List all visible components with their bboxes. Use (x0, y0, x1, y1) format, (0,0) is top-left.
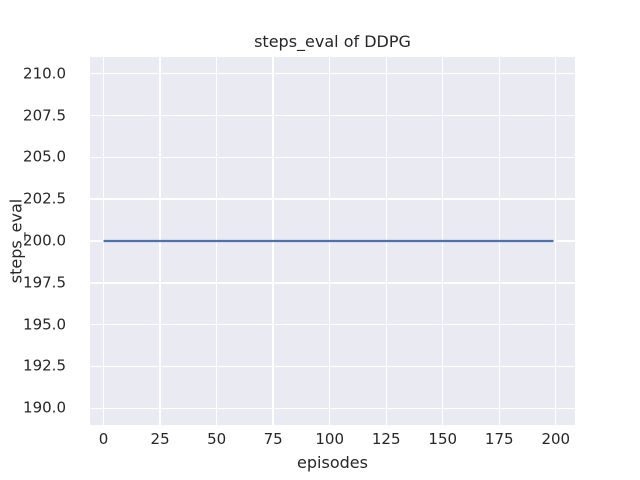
x-tick-label: 150 (428, 430, 458, 448)
x-tick-label: 75 (263, 430, 283, 448)
chart-title: steps_eval of DDPG (254, 32, 411, 51)
gridline-horizontal (90, 407, 575, 409)
gridline-horizontal (90, 323, 575, 326)
y-tick-label: 200.0 (23, 231, 66, 250)
x-tick-label: 0 (98, 430, 109, 448)
gridline-horizontal (90, 73, 575, 75)
x-tick-label: 100 (315, 430, 344, 448)
y-tick-label: 192.5 (23, 356, 66, 375)
x-tick-label: 25 (150, 430, 170, 448)
gridline-horizontal (90, 198, 575, 200)
x-tick-label: 175 (484, 430, 514, 448)
y-tick-label: 190.0 (23, 398, 66, 417)
y-tick-label: 195.0 (23, 315, 66, 334)
x-tick-label: 200 (541, 430, 571, 448)
y-tick-label: 205.0 (23, 147, 66, 166)
gridline-horizontal (90, 365, 575, 368)
x-tick-label: 50 (207, 430, 227, 448)
y-tick-label: 210.0 (23, 64, 66, 83)
y-tick-label: 202.5 (23, 189, 66, 208)
x-axis-label: episodes (297, 453, 368, 472)
y-tick-label: 197.5 (23, 273, 66, 292)
plot-area: 0 25 50 75 100 125 150 175 200 190.0 192.5 195.0 197… (23, 57, 575, 447)
x-tick-label: 125 (371, 430, 401, 448)
gridline-horizontal (90, 156, 575, 159)
gridline-horizontal (90, 282, 575, 284)
y-tick-label: 207.5 (23, 106, 66, 125)
data-line-layer (103, 239, 554, 243)
gridline-horizontal (90, 114, 575, 117)
